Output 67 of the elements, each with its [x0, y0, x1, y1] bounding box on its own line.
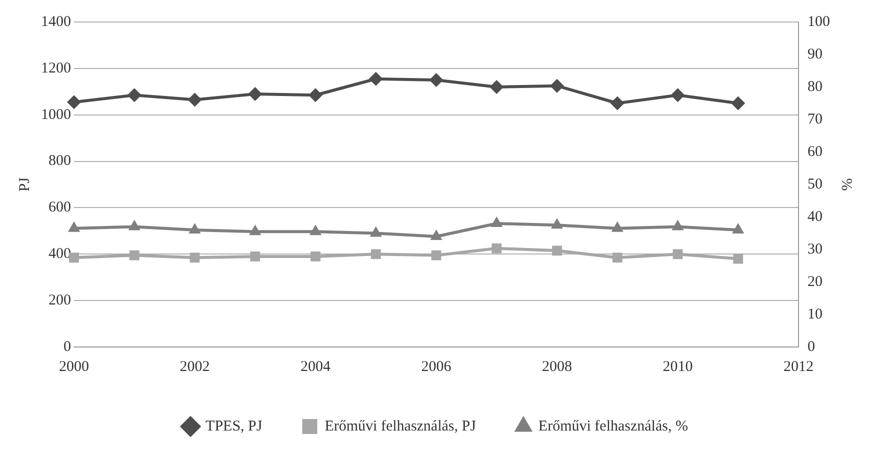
point: [492, 243, 502, 254]
x-tick-label: 2002: [180, 358, 210, 375]
y2-tick-label: 50: [808, 176, 822, 192]
point: [552, 246, 562, 256]
y-tick-label: 0: [64, 338, 71, 355]
y-tick-label: 600: [48, 200, 71, 216]
legend-label: Erőművi felhasználás, PJ: [324, 418, 476, 434]
x-tick-label: 2008: [542, 358, 572, 375]
point: [310, 252, 320, 262]
y-tick-label: 1000: [41, 106, 71, 123]
point: [127, 88, 142, 102]
y2-tick-label: 100: [808, 14, 830, 30]
point: [370, 226, 382, 237]
point: [248, 86, 262, 101]
point: [732, 223, 744, 234]
point: [370, 249, 381, 260]
x-tick-label: 2010: [662, 358, 693, 375]
y2-tick-label: 10: [808, 306, 822, 322]
y-tick-label: 400: [48, 246, 71, 262]
point: [250, 252, 260, 262]
point: [249, 224, 262, 236]
point: [190, 252, 200, 263]
point: [490, 80, 504, 94]
legend-label: TPES, PJ: [206, 418, 262, 434]
point: [550, 78, 564, 93]
x-tick-label: 2012: [784, 358, 814, 375]
point: [672, 220, 684, 230]
point: [129, 250, 140, 260]
point: [731, 96, 746, 110]
y-axis-title: PJ: [16, 177, 33, 192]
y2-tick-label: 40: [808, 208, 822, 225]
x-tick-label: 2000: [59, 358, 89, 375]
point: [429, 73, 444, 88]
x-tick-label: 2006: [421, 358, 452, 375]
point: [611, 221, 624, 232]
point: [550, 218, 564, 229]
point: [188, 223, 201, 234]
point: [128, 220, 140, 230]
point: [67, 95, 81, 110]
point: [68, 221, 80, 232]
y2-tick-label: 60: [808, 144, 822, 160]
y-tick-label: 1400: [41, 14, 71, 30]
point: [188, 92, 202, 107]
y-tick-label: 200: [48, 292, 71, 309]
y2-tick-label: 90: [808, 46, 822, 62]
y2-tick-label: 80: [808, 78, 822, 95]
point: [430, 230, 442, 240]
point: [610, 96, 624, 110]
legend-label: Erőművi felhasználás, %: [538, 418, 688, 434]
y2-tick-label: 20: [808, 274, 822, 290]
point: [368, 72, 383, 86]
y2-tick-label: 30: [808, 241, 822, 258]
y2-tick-label: 70: [808, 111, 822, 128]
point: [670, 88, 685, 102]
x-tick-label: 2004: [300, 358, 331, 375]
point: [733, 254, 744, 264]
point: [309, 224, 322, 236]
point: [490, 216, 503, 227]
y-tick-label: 1200: [41, 60, 71, 76]
point: [431, 250, 442, 260]
y2-axis-title: %: [838, 178, 854, 191]
point: [672, 249, 683, 260]
point: [308, 88, 322, 102]
point: [69, 252, 79, 263]
y-tick-label: 800: [48, 153, 71, 170]
y2-tick-label: 0: [808, 338, 815, 355]
point: [612, 252, 622, 263]
